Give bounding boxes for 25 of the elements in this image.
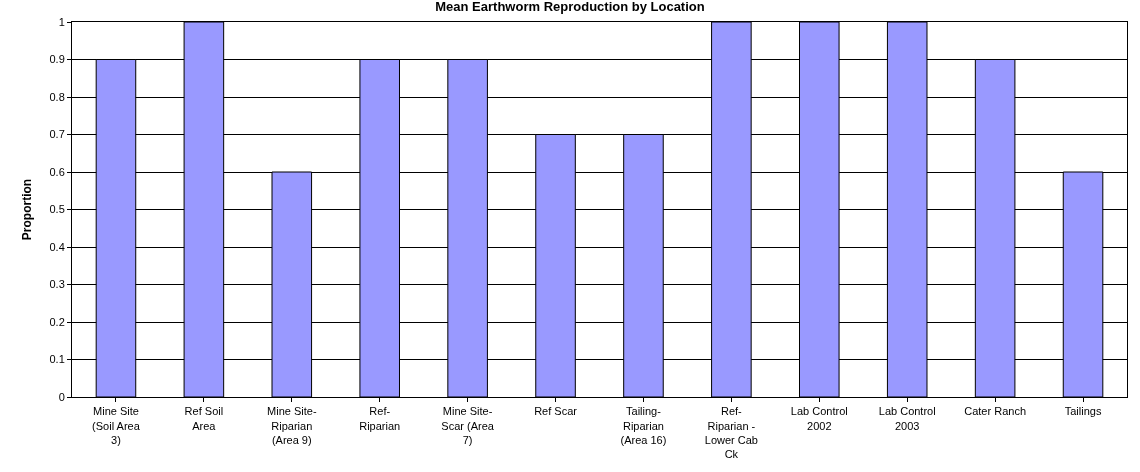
y-tick-label: 0.8 xyxy=(49,90,65,103)
y-tick-label: 0.9 xyxy=(49,53,65,66)
y-tick-label: 0.1 xyxy=(49,353,65,366)
y-axis-title: Proportion xyxy=(19,178,34,241)
chart-title: Mean Earthworm Reproduction by Location xyxy=(435,0,705,15)
y-tick-label: 0.7 xyxy=(49,128,65,141)
x-tick-label: Lab Control 2002 xyxy=(790,405,848,432)
x-tick-label: Tailings xyxy=(1064,405,1102,418)
x-tick-label: Ref Soil Area xyxy=(184,405,224,432)
y-tick-label: 1 xyxy=(58,15,65,28)
x-tick-label: Mine Site-Scar (Area 7) xyxy=(441,405,495,446)
y-tick-label: 0.6 xyxy=(49,165,65,178)
y-tick-label: 0.5 xyxy=(49,203,65,216)
x-tick-label: Cater Ranch xyxy=(964,405,1027,418)
x-tick-label: Ref Scar xyxy=(534,405,578,418)
y-tick-label: 0.4 xyxy=(49,240,65,253)
x-tick-label: Tailing-Riparian (Area 16) xyxy=(620,405,667,446)
y-tick-label: 0.3 xyxy=(49,278,65,291)
x-tick-label: Lab Control 2003 xyxy=(878,405,936,432)
x-tick-label: Ref-Riparian xyxy=(359,405,401,432)
x-tick-label: Ref-Riparian - Lower Cab Ck xyxy=(704,405,758,461)
y-tick-label: 0 xyxy=(58,390,65,403)
x-tick-label: Mine Site (Soil Area 3) xyxy=(92,405,141,446)
x-tick-label: Mine Site-Riparian (Area 9) xyxy=(267,405,317,446)
y-tick-label: 0.2 xyxy=(49,315,65,328)
